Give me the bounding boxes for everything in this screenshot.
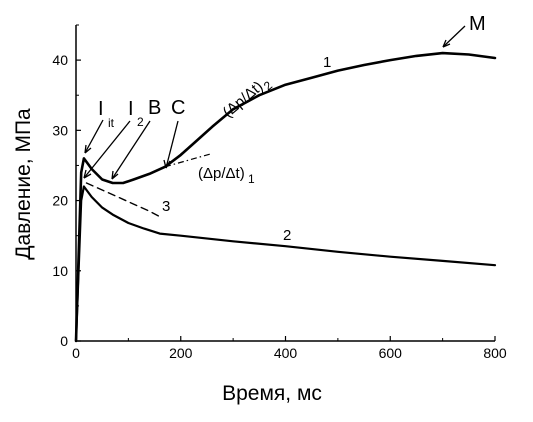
- label-i2: I 2: [128, 98, 144, 129]
- y-tick-label: 0: [60, 333, 68, 349]
- arrow-i2: [83, 120, 131, 179]
- curve-2-label: 2: [283, 227, 291, 244]
- svg-text:2: 2: [137, 115, 144, 129]
- label-c: C: [171, 97, 185, 119]
- x-tick-label: 0: [72, 345, 80, 361]
- arrow-b-head: [111, 170, 119, 180]
- x-tick-label: 800: [483, 345, 507, 361]
- y-tick-label: 30: [52, 122, 68, 138]
- tangent-line-2: [177, 106, 237, 157]
- svg-text:1: 1: [248, 172, 255, 186]
- axis-ticks: 0 200 400 600 800 0 10 20 30 40: [52, 24, 507, 361]
- curve-3-label: 3: [162, 198, 170, 215]
- x-tick-label: 400: [274, 345, 298, 361]
- slope-1-label: (Δp/Δt) 1: [198, 165, 255, 186]
- series-line-1: [74, 51, 497, 343]
- series-line-3: [85, 182, 164, 219]
- arrow-c-head: [163, 159, 171, 169]
- arrow-i-it-head: [84, 144, 92, 154]
- arrow-b: [111, 120, 151, 180]
- curve-1-label: 1: [323, 54, 331, 71]
- y-axis-title: Давление, МПа: [12, 108, 35, 260]
- arrow-i-it: [84, 119, 104, 154]
- series-line-2: [74, 185, 497, 343]
- svg-text:(Δp/Δt): (Δp/Δt): [220, 78, 267, 121]
- arrow-c: [165, 120, 179, 169]
- label-b: B: [148, 97, 161, 119]
- label-m: M: [469, 13, 486, 35]
- x-axis-title: Время, мс: [222, 382, 322, 405]
- svg-text:it: it: [108, 116, 115, 130]
- svg-text:(Δp/Δt): (Δp/Δt): [198, 165, 245, 182]
- y-tick-label: 20: [52, 193, 68, 209]
- y-tick-label: 10: [52, 263, 68, 279]
- svg-text:I: I: [128, 98, 134, 120]
- svg-text:I: I: [98, 98, 104, 120]
- slope-2-label: (Δp/Δt) 2: [220, 78, 276, 121]
- x-tick-label: 200: [169, 345, 193, 361]
- pointer-arrows: [83, 25, 466, 180]
- tangent-line-1: [164, 152, 213, 168]
- y-tick-label: 40: [52, 52, 68, 68]
- arrow-m-head: [442, 39, 451, 48]
- x-tick-label: 600: [379, 345, 403, 361]
- arrow-m: [442, 25, 466, 48]
- arrow-i2-head: [83, 169, 92, 179]
- label-i-it: I it: [98, 98, 115, 130]
- series-layer: [74, 51, 497, 343]
